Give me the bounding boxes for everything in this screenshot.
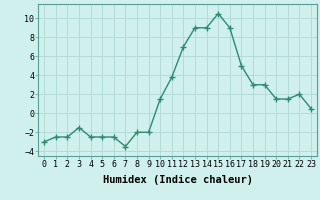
X-axis label: Humidex (Indice chaleur): Humidex (Indice chaleur)	[103, 175, 252, 185]
